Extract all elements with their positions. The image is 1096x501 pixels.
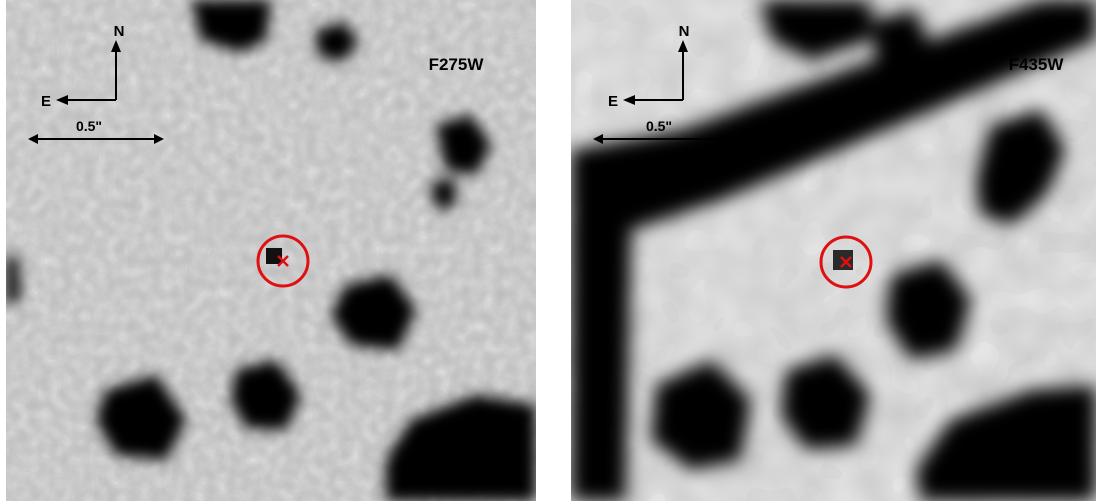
filter-label: F275W (429, 55, 485, 74)
source-blob (331, 275, 416, 350)
source-blob (231, 360, 301, 430)
image-panel-f275w: N E 0.5" F275W (6, 0, 536, 501)
source-blob (916, 385, 1096, 501)
scale-bar-label: 0.5" (646, 118, 672, 134)
compass-east-label: E (608, 93, 618, 110)
target-cross (277, 255, 289, 267)
compass-east-label: E (41, 93, 51, 110)
source-blob (436, 115, 491, 175)
scale-bar-label: 0.5" (76, 118, 102, 134)
diffraction-band (571, 0, 1096, 501)
target-cross (840, 256, 852, 268)
target-circle (819, 235, 873, 289)
compass (623, 40, 688, 105)
scale-bar (593, 134, 729, 144)
source-blob (6, 255, 20, 305)
image-canvas-f275w: N E 0.5" F275W (6, 0, 536, 501)
compass-north-label: N (114, 23, 125, 40)
compass-north-label: N (679, 23, 690, 40)
filter-label: F435W (1009, 55, 1065, 74)
source-blob (886, 260, 971, 360)
compass (56, 40, 121, 105)
source-blob (96, 375, 186, 460)
source-blob (976, 110, 1066, 225)
source-blob (781, 355, 871, 450)
image-panel-f435w: N E 0.5" F435W (571, 0, 1096, 501)
source-blob (191, 0, 271, 52)
source-blob (431, 178, 456, 210)
source-blob (386, 395, 536, 501)
image-canvas-f435w: N E 0.5" F435W (571, 0, 1096, 501)
target-source (266, 248, 282, 264)
source-blob (871, 10, 931, 72)
source-blob (316, 22, 358, 62)
target-circle (256, 234, 310, 288)
source-blob (651, 360, 751, 470)
source-blob (761, 0, 871, 60)
scale-bar (28, 134, 164, 144)
